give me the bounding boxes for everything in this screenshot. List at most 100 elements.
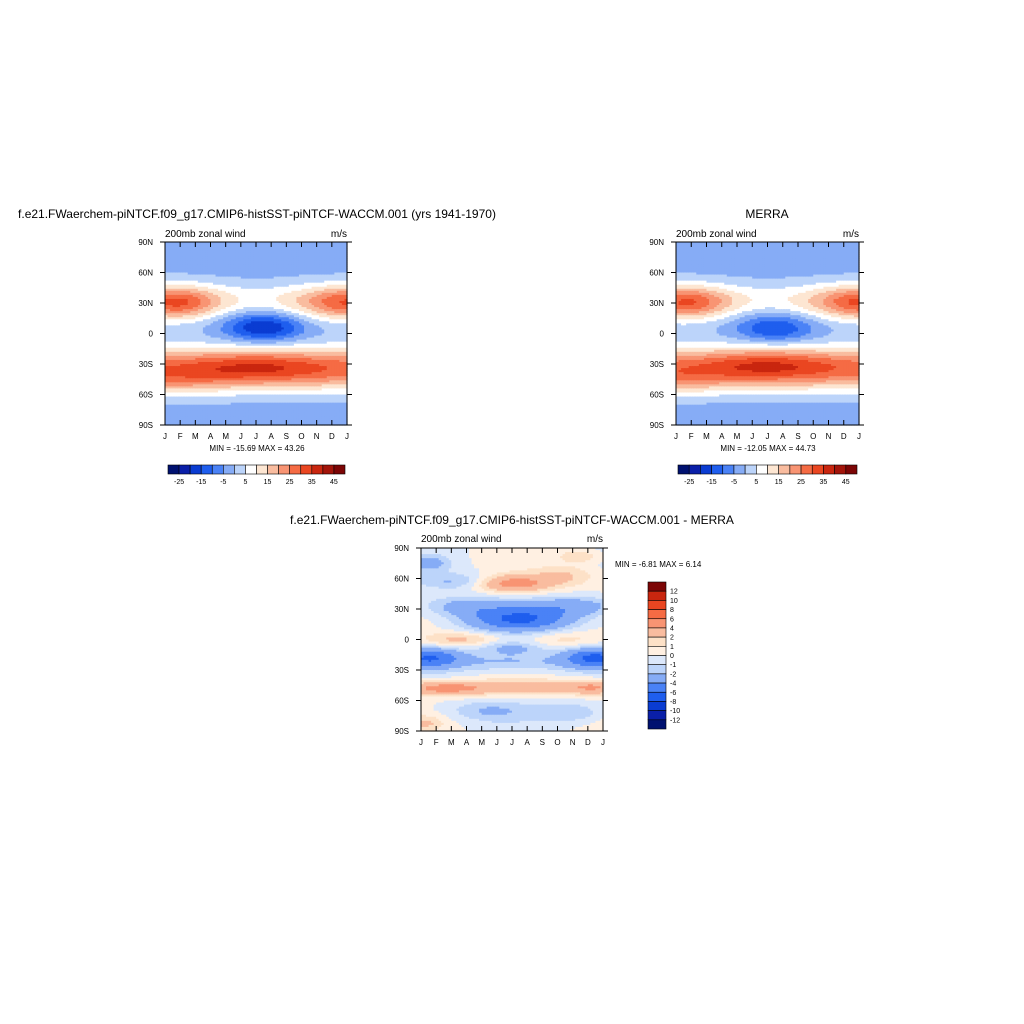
field-cell bbox=[202, 274, 207, 278]
field-cell bbox=[205, 408, 209, 412]
field-cell bbox=[185, 382, 189, 385]
field-cell bbox=[175, 400, 179, 404]
field-cell bbox=[172, 294, 176, 298]
field-cell bbox=[177, 400, 181, 404]
field-cell bbox=[195, 242, 199, 245]
field-cell bbox=[202, 374, 207, 377]
field-cell bbox=[170, 420, 174, 424]
field-cell bbox=[187, 300, 191, 304]
field-cell bbox=[165, 364, 169, 367]
field-cell bbox=[195, 325, 199, 328]
field-cell bbox=[177, 386, 181, 389]
field-cell bbox=[190, 376, 194, 379]
field-cell bbox=[167, 345, 171, 349]
field-cell bbox=[197, 270, 201, 274]
field-cell bbox=[167, 244, 171, 247]
field-cell bbox=[170, 351, 174, 355]
field-cell bbox=[205, 388, 209, 392]
field-cell bbox=[197, 382, 201, 385]
field-cell bbox=[170, 313, 174, 316]
field-cell bbox=[205, 280, 209, 284]
field-cell bbox=[202, 256, 207, 259]
field-cell bbox=[192, 292, 196, 296]
field-cell bbox=[200, 272, 204, 276]
field-cell bbox=[175, 290, 179, 294]
field-cell bbox=[185, 372, 189, 375]
field-cell bbox=[192, 386, 196, 389]
field-cell bbox=[165, 325, 169, 328]
field-cell bbox=[167, 392, 171, 396]
field-cell bbox=[180, 258, 184, 261]
field-cell bbox=[182, 325, 186, 328]
field-cell bbox=[180, 384, 184, 387]
field-cell bbox=[207, 288, 212, 292]
field-cell bbox=[190, 327, 194, 331]
field-cell bbox=[205, 264, 209, 267]
field-cell bbox=[182, 292, 186, 296]
field-cell bbox=[177, 323, 181, 326]
field-cell bbox=[185, 300, 189, 304]
field-cell bbox=[200, 366, 204, 369]
field-cell bbox=[205, 364, 209, 367]
field-cell bbox=[170, 246, 174, 249]
field-cell bbox=[195, 370, 199, 373]
field-cell bbox=[170, 303, 174, 306]
field-cell bbox=[200, 376, 204, 379]
field-cell bbox=[185, 396, 189, 400]
field-cell bbox=[177, 390, 181, 394]
field-cell bbox=[205, 366, 209, 369]
field-cell bbox=[202, 300, 207, 304]
field-cell bbox=[165, 339, 169, 343]
field-cell bbox=[187, 366, 191, 369]
field-cell bbox=[205, 254, 209, 257]
field-cell bbox=[202, 410, 207, 414]
field-cell bbox=[187, 384, 191, 387]
field-cell bbox=[185, 343, 189, 347]
field-cell bbox=[195, 327, 199, 331]
field-cell bbox=[167, 361, 171, 365]
field-cell bbox=[180, 402, 184, 406]
field-cell bbox=[172, 325, 176, 328]
field-cell bbox=[185, 303, 189, 306]
field-cell bbox=[170, 353, 174, 357]
field-cell bbox=[192, 414, 196, 418]
field-cell bbox=[177, 248, 181, 251]
field-cell bbox=[177, 404, 181, 408]
field-cell bbox=[182, 376, 186, 379]
field-cell bbox=[170, 418, 174, 422]
field-cell bbox=[202, 368, 207, 371]
field-cell bbox=[185, 276, 189, 280]
field-cell bbox=[200, 244, 204, 247]
field-cell bbox=[200, 307, 204, 310]
field-cell bbox=[207, 260, 212, 263]
field-cell bbox=[165, 402, 169, 406]
field-cell bbox=[195, 406, 199, 410]
field-cell bbox=[182, 404, 186, 408]
field-cell bbox=[185, 248, 189, 251]
field-cell bbox=[190, 311, 194, 314]
field-cell bbox=[205, 294, 209, 298]
field-cell bbox=[182, 341, 186, 345]
field-cell bbox=[180, 382, 184, 385]
field-cell bbox=[195, 323, 199, 326]
field-cell bbox=[192, 335, 196, 339]
field-cell bbox=[167, 303, 171, 306]
field-cell bbox=[190, 319, 194, 322]
field-cell bbox=[187, 323, 191, 326]
field-cell bbox=[180, 392, 184, 396]
field-cell bbox=[197, 286, 201, 290]
field-cell bbox=[197, 355, 201, 359]
field-cell bbox=[175, 313, 179, 316]
field-cell bbox=[170, 331, 174, 335]
field-cell bbox=[205, 323, 209, 326]
field-cell bbox=[175, 380, 179, 383]
field-cell bbox=[165, 264, 169, 267]
field-cell bbox=[172, 286, 176, 290]
field-cell bbox=[190, 398, 194, 402]
field-cell bbox=[197, 244, 201, 247]
field-cell bbox=[177, 378, 181, 381]
field-cell bbox=[165, 380, 169, 383]
field-cell bbox=[177, 313, 181, 316]
field-cell bbox=[185, 252, 189, 255]
field-cell bbox=[207, 264, 212, 267]
